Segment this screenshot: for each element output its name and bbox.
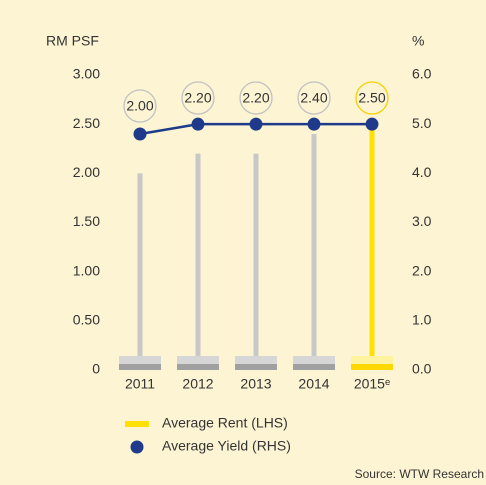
y2-tick-label: 2.0 <box>412 262 432 278</box>
bar-base <box>119 356 161 364</box>
y-tick-label: 1.00 <box>73 262 100 278</box>
y2-axis-label: % <box>412 33 424 49</box>
point <box>191 117 205 131</box>
y2-tick-label: 5.0 <box>412 115 432 131</box>
value-label: 2.40 <box>300 90 327 106</box>
y-tick-label: 2.50 <box>73 115 100 131</box>
bar <box>195 153 201 370</box>
source: Source: WTW Research <box>355 467 484 481</box>
point <box>133 127 147 141</box>
y2-tick-label: 6.0 <box>412 66 432 82</box>
value-label: 2.20 <box>184 90 211 106</box>
value-label-ring <box>239 81 273 115</box>
value-label-ring <box>355 81 389 115</box>
x-tick-label: 2014 <box>298 376 329 392</box>
y-tick-label: 3.00 <box>73 66 100 82</box>
bar-base-strip <box>351 364 393 370</box>
bar <box>253 153 259 370</box>
value-label: 2.00 <box>126 98 153 114</box>
bar-base <box>293 356 335 364</box>
point <box>307 117 321 131</box>
y-tick-label: 2.00 <box>73 164 100 180</box>
y-tick-label: 0 <box>92 361 100 377</box>
y2-tick-label: 4.0 <box>412 164 432 180</box>
x-tick-label: 2015ᵉ <box>354 376 390 392</box>
value-label: 2.20 <box>242 90 269 106</box>
bar <box>137 173 143 370</box>
x-tick-label: 2011 <box>125 376 155 392</box>
y2-tick-label: 3.0 <box>412 213 432 229</box>
bar-base-strip <box>235 364 277 370</box>
y2-tick-label: 1.0 <box>412 312 432 328</box>
y2-tick-label: 0.0 <box>412 361 432 377</box>
bar-base-strip <box>177 364 219 370</box>
point <box>365 117 379 131</box>
y-axis-label: RM PSF <box>46 33 99 49</box>
bar <box>311 134 317 370</box>
legend-swatch <box>125 421 149 427</box>
legend-swatch <box>130 440 144 454</box>
value-label-ring <box>297 81 331 115</box>
value-label-ring <box>181 81 215 115</box>
legend-label: Average Rent (LHS) <box>162 415 288 431</box>
value-label-ring <box>123 89 157 123</box>
x-tick-label: 2012 <box>182 376 213 392</box>
legend-label: Average Yield (RHS) <box>162 438 291 454</box>
y-tick-label: 0.50 <box>73 312 100 328</box>
bar-base <box>235 356 277 364</box>
bar-base <box>177 356 219 364</box>
point <box>249 117 263 131</box>
x-tick-label: 2013 <box>240 376 271 392</box>
value-label: 2.50 <box>358 90 385 106</box>
y-tick-label: 1.50 <box>73 213 100 229</box>
bar-base <box>351 356 393 364</box>
bar <box>369 124 375 371</box>
bar-base-strip <box>119 364 161 370</box>
bar-base-strip <box>293 364 335 370</box>
